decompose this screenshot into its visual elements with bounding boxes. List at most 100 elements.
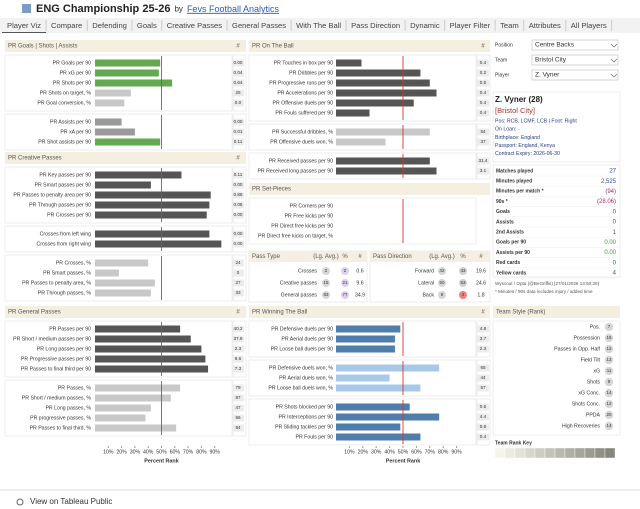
- rank-bar: [95, 404, 151, 412]
- tab[interactable]: Creative Passes: [167, 21, 222, 30]
- filter-value[interactable]: Centre Backs: [535, 42, 575, 49]
- stat-value: 4: [613, 271, 617, 277]
- stat-value: 1: [613, 230, 617, 236]
- filter-dropdown[interactable]: [531, 39, 619, 51]
- league-average: 2: [325, 268, 328, 273]
- value-cell: [232, 171, 244, 179]
- row-label: PR Goals per 90: [53, 60, 91, 66]
- stat-value: 0.00: [604, 240, 616, 246]
- value-cell: [477, 433, 489, 441]
- stat-value: 2,525: [601, 179, 617, 185]
- rank-bar: [95, 365, 209, 373]
- value-cell: [232, 181, 244, 189]
- tab[interactable]: Dynamic: [410, 21, 440, 30]
- value-cell: [232, 138, 244, 146]
- value-cell: [232, 335, 244, 343]
- rank-badge: [604, 366, 614, 376]
- value-cell: [232, 69, 244, 77]
- dropdown-arrow[interactable]: [610, 73, 618, 78]
- value-header: #: [236, 44, 240, 50]
- league-average: 15: [324, 280, 329, 285]
- row-label: PR Crosses per 90: [47, 212, 91, 218]
- footer-link[interactable]: View on Tableau Public: [30, 497, 112, 506]
- filter-value[interactable]: Bristol City: [535, 57, 567, 64]
- dropdown-arrow[interactable]: [610, 58, 618, 63]
- row-value: 0.00: [234, 182, 243, 187]
- row-value: 0: [237, 270, 240, 275]
- panel-title: PR Creative Passes: [8, 156, 62, 162]
- rank-bar: [336, 157, 430, 165]
- league-average-badge: [322, 267, 330, 275]
- tab[interactable]: Compare: [51, 21, 82, 30]
- value-column: [476, 152, 491, 180]
- row-value: 79: [235, 385, 241, 390]
- row-label: PR Smart passes per 90: [34, 182, 91, 188]
- tab[interactable]: Player Viz: [7, 21, 41, 30]
- row-value: 66: [235, 415, 241, 420]
- axis-tick-label: 80%: [196, 449, 207, 455]
- row-label: PR Passes to penalty area, %: [22, 280, 91, 286]
- profile-line: Birthplace: England: [495, 135, 540, 141]
- panel-header: [493, 306, 620, 318]
- row-value: 54: [480, 129, 486, 134]
- row-label: Crosses from left wing: [40, 231, 91, 237]
- rank-badge: [604, 322, 614, 332]
- filter-dropdown[interactable]: [531, 69, 619, 81]
- tab[interactable]: Goals: [137, 21, 157, 30]
- count: 1.8: [477, 292, 484, 298]
- row-value: 27: [235, 280, 241, 285]
- tab[interactable]: Defending: [92, 21, 127, 30]
- tab[interactable]: Team: [500, 21, 519, 30]
- rank-bar: [95, 171, 182, 179]
- row-value: 0.00: [234, 60, 243, 65]
- row-label: PR Loose ball duels per 90: [271, 346, 333, 352]
- value-cell: [477, 325, 489, 333]
- value-cell: [232, 394, 244, 402]
- value-cell: [232, 414, 244, 422]
- tableau-icon[interactable]: [16, 498, 24, 506]
- rank-bar: [336, 423, 401, 431]
- dropdown-arrow[interactable]: [610, 43, 618, 48]
- percent-badge: [341, 291, 349, 299]
- rank-bar: [95, 191, 211, 199]
- team-style-label: Shots: [587, 379, 601, 385]
- group-box: [248, 152, 477, 180]
- tab[interactable]: With The Ball: [296, 21, 341, 30]
- tab[interactable]: Pass Direction: [351, 21, 400, 30]
- row-label: PR Assists per 90: [50, 119, 91, 125]
- author-link[interactable]: Fevs Football Analytics: [187, 4, 280, 14]
- tab[interactable]: Player Filter: [450, 21, 491, 30]
- league-average-badge: [322, 279, 330, 287]
- filter-dropdown[interactable]: [531, 54, 619, 66]
- percent: 77: [343, 292, 348, 297]
- row-value: 0.5: [480, 80, 487, 85]
- row-label: PR Defensive duels won, %: [269, 365, 333, 371]
- filter-value[interactable]: Z. Vyner: [535, 72, 560, 79]
- rank-key-swatch: [544, 447, 556, 459]
- row-value: 0.11: [234, 139, 243, 144]
- rank-key-swatch: [564, 447, 576, 459]
- filter-label: Position: [495, 42, 513, 48]
- league-average: 83: [324, 292, 329, 297]
- value-cell: [477, 157, 489, 165]
- axis-tick-label: 90%: [210, 449, 221, 455]
- tab[interactable]: Attributes: [529, 21, 561, 30]
- row-value: 7.3: [235, 366, 242, 371]
- team-style-label: Possession: [573, 335, 600, 341]
- row-label: PR xA per 90: [60, 129, 91, 135]
- rank-bar: [95, 230, 210, 238]
- tab[interactable]: General Passes: [232, 21, 286, 30]
- axis-tick-label: 40%: [143, 449, 154, 455]
- tab[interactable]: All Players: [571, 21, 607, 30]
- rank-bar: [336, 167, 437, 175]
- rank-key-swatch: [504, 447, 516, 459]
- row-value: 3.7: [480, 336, 487, 341]
- axis-tick-label: 70%: [425, 449, 436, 455]
- rank-badge: [604, 344, 614, 354]
- league-average: 9: [441, 292, 444, 297]
- row-value: 44: [480, 375, 486, 380]
- profile-line: Contract Expiry: 2026-06-30: [495, 151, 560, 157]
- row-label: PR Aerial duels won, %: [279, 375, 333, 381]
- value-cell: [232, 424, 244, 432]
- row-label: PR Shots per 90: [53, 80, 91, 86]
